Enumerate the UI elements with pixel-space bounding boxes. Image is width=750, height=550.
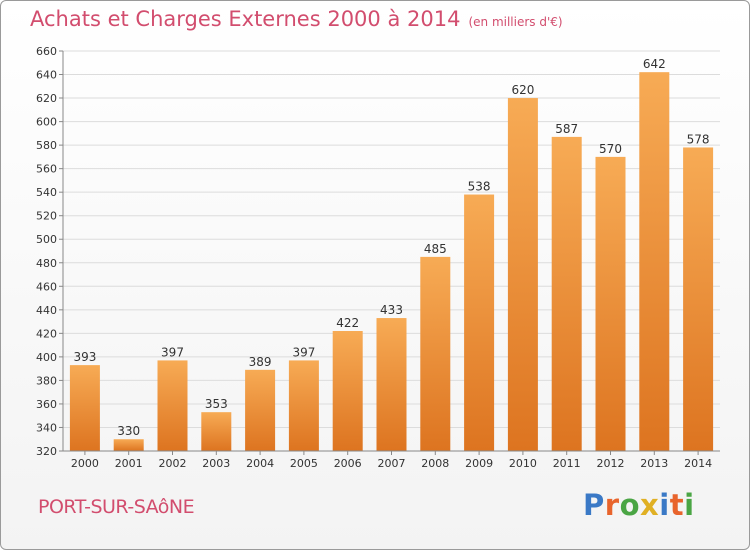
chart-subtitle: (en milliers d'€) [468, 15, 563, 29]
bar-2006 [332, 331, 363, 451]
x-tick-label: 2009 [465, 457, 493, 470]
bar-value-label: 485 [424, 242, 447, 256]
y-tick-label: 640 [36, 69, 57, 82]
bars: 393 330 397 353 389 397 422 433 485 538 620 587 570 6… [69, 57, 714, 452]
bar-2009 [464, 194, 495, 451]
y-tick-label: 400 [36, 351, 57, 364]
x-tick-label: 2012 [597, 457, 625, 470]
y-tick-label: 380 [36, 374, 57, 387]
y-tick-label: 540 [36, 186, 57, 199]
x-tick-label: 2003 [202, 457, 230, 470]
y-tick-label: 520 [36, 210, 57, 223]
bar-2013 [639, 72, 670, 452]
x-tick-label: 2011 [553, 457, 581, 470]
x-tick-label: 2008 [421, 457, 449, 470]
proxiti-logo[interactable]: Proxiti [583, 488, 695, 522]
bar-value-label: 587 [555, 122, 578, 136]
bar-2005 [288, 360, 319, 451]
x-tick-label: 2013 [640, 457, 668, 470]
bar-value-label: 570 [599, 142, 622, 156]
bar-value-label: 389 [249, 355, 272, 369]
x-tick-label: 2000 [71, 457, 99, 470]
bar-value-label: 353 [205, 397, 228, 411]
x-tick-label: 2007 [378, 457, 406, 470]
city-name: PORT-SUR-SAôNE [38, 496, 195, 518]
logo-letter: o [619, 488, 641, 522]
y-tick-label: 620 [36, 92, 57, 105]
y-tick-label: 560 [36, 163, 57, 176]
bar-2008 [420, 256, 451, 451]
axes: 320 340 360 380 400 420 440 460 480 500 520 540 560 5… [36, 45, 720, 470]
bar-value-label: 642 [643, 57, 666, 71]
x-tick-label: 2014 [684, 457, 712, 470]
x-tick-label: 2010 [509, 457, 537, 470]
x-tick-label: 2002 [159, 457, 187, 470]
bar-2012 [595, 156, 626, 451]
bar-2003 [201, 412, 232, 451]
y-tick-label: 440 [36, 304, 57, 317]
y-tick-label: 660 [36, 45, 57, 58]
logo-letter: P [583, 488, 605, 522]
y-tick-label: 480 [36, 257, 57, 270]
y-tick-label: 360 [36, 398, 57, 411]
bar-value-label: 422 [336, 316, 359, 330]
bar-2001 [113, 439, 144, 451]
bar-value-label: 433 [380, 303, 403, 317]
x-tick-label: 2005 [290, 457, 318, 470]
bar-value-label: 397 [292, 345, 315, 359]
logo-letter: t [669, 488, 685, 522]
x-tick-label: 2004 [246, 457, 274, 470]
y-tick-label: 460 [36, 280, 57, 293]
logo-letter: x [640, 488, 660, 522]
logo-letter: i [684, 488, 695, 522]
chart-title-text: Achats et Charges Externes 2000 à 2014 [30, 7, 461, 31]
bar-2014 [683, 147, 714, 451]
bar-2004 [245, 369, 276, 451]
bar-2007 [376, 318, 407, 451]
y-tick-label: 500 [36, 233, 57, 246]
y-tick-label: 340 [36, 421, 57, 434]
logo-letter: r [604, 488, 620, 522]
bar-value-label: 620 [511, 83, 534, 97]
bar-value-label: 393 [73, 350, 96, 364]
y-tick-label: 420 [36, 327, 57, 340]
bar-value-label: 330 [117, 424, 140, 438]
x-tick-label: 2006 [334, 457, 362, 470]
y-tick-label: 580 [36, 139, 57, 152]
x-tick-label: 2001 [115, 457, 143, 470]
bar-2000 [69, 365, 100, 451]
bar-value-label: 397 [161, 345, 184, 359]
chart-title: Achats et Charges Externes 2000 à 2014 (e… [30, 7, 563, 31]
y-tick-label: 320 [36, 445, 57, 458]
logo-letter: i [659, 488, 670, 522]
y-tick-label: 600 [36, 116, 57, 129]
bar-2010 [507, 98, 538, 451]
bar-value-label: 578 [687, 132, 710, 146]
bar-2002 [157, 360, 188, 451]
bar-2011 [551, 136, 582, 451]
bar-value-label: 538 [468, 180, 491, 194]
